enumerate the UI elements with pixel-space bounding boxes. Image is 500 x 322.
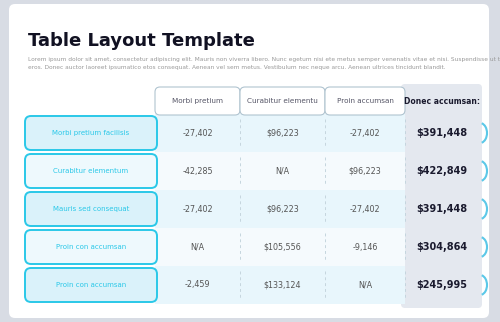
Text: Proin con accumsan: Proin con accumsan (56, 244, 126, 250)
Text: Curabitur elementu: Curabitur elementu (247, 98, 318, 104)
Text: -27,402: -27,402 (350, 204, 380, 213)
FancyBboxPatch shape (325, 87, 405, 115)
Text: $391,448: $391,448 (416, 204, 467, 214)
Bar (155, 266, 405, 304)
Text: $245,995: $245,995 (416, 280, 467, 290)
Text: N/A: N/A (190, 242, 204, 251)
Bar (155, 152, 405, 190)
Text: N/A: N/A (358, 280, 372, 289)
Text: $105,556: $105,556 (264, 242, 302, 251)
Text: -27,402: -27,402 (182, 204, 213, 213)
FancyBboxPatch shape (401, 84, 482, 308)
Text: $391,448: $391,448 (416, 128, 467, 138)
Text: eros. Donec auctor laoreet ipsumatico etos consequat. Aenean vel sem metus. Vest: eros. Donec auctor laoreet ipsumatico et… (28, 65, 446, 70)
Text: N/A: N/A (276, 166, 289, 175)
Text: -2,459: -2,459 (184, 280, 210, 289)
FancyBboxPatch shape (25, 116, 157, 150)
Bar (155, 228, 405, 266)
Text: Curabitur elementum: Curabitur elementum (54, 168, 128, 174)
Text: Donec accumsan:: Donec accumsan: (404, 97, 479, 106)
Text: -27,402: -27,402 (350, 128, 380, 137)
Text: Table Layout Template: Table Layout Template (28, 32, 255, 50)
Text: $96,223: $96,223 (348, 166, 382, 175)
FancyBboxPatch shape (9, 4, 489, 318)
FancyBboxPatch shape (25, 268, 157, 302)
FancyBboxPatch shape (25, 230, 157, 264)
Bar (155, 190, 405, 228)
Text: -27,402: -27,402 (182, 128, 213, 137)
Text: $96,223: $96,223 (266, 204, 299, 213)
FancyBboxPatch shape (25, 192, 157, 226)
Text: Proin con accumsan: Proin con accumsan (56, 282, 126, 288)
Text: $133,124: $133,124 (264, 280, 301, 289)
Text: -9,146: -9,146 (352, 242, 378, 251)
Text: Morbi pretium: Morbi pretium (172, 98, 223, 104)
Text: Lorem ipsum dolor sit amet, consectetur adipiscing elit. Mauris non viverra libe: Lorem ipsum dolor sit amet, consectetur … (28, 57, 500, 62)
FancyBboxPatch shape (240, 87, 325, 115)
Bar (155, 114, 405, 152)
FancyBboxPatch shape (155, 87, 240, 115)
Text: Morbi pretium facilisis: Morbi pretium facilisis (52, 130, 130, 136)
Text: -42,285: -42,285 (182, 166, 213, 175)
Text: $304,864: $304,864 (416, 242, 467, 252)
Text: Proin accumsan: Proin accumsan (336, 98, 394, 104)
Text: $96,223: $96,223 (266, 128, 299, 137)
Text: Mauris sed consequat: Mauris sed consequat (53, 206, 129, 212)
Text: $422,849: $422,849 (416, 166, 467, 176)
FancyBboxPatch shape (25, 154, 157, 188)
